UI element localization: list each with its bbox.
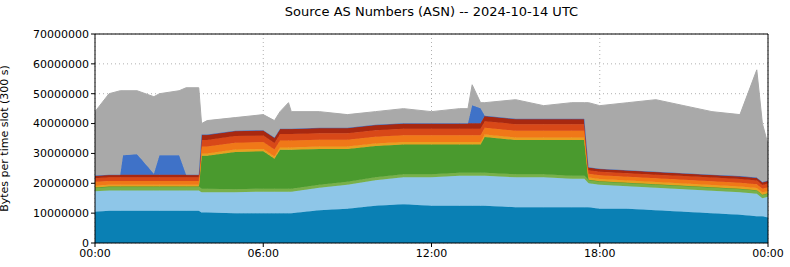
svg-text:0: 0 bbox=[82, 237, 89, 250]
svg-text:00:00: 00:00 bbox=[752, 247, 782, 260]
html-text:Source AS Numbers (ASN) -- 202: Source AS Numbers (ASN) -- 2024-10-14 UT… bbox=[284, 4, 579, 19]
svg-text:20000000: 20000000 bbox=[33, 177, 89, 190]
svg-text:40000000: 40000000 bbox=[33, 117, 89, 130]
svg-text:60000000: 60000000 bbox=[33, 58, 89, 71]
svg-text:06:00: 06:00 bbox=[247, 247, 279, 260]
svg-text:50000000: 50000000 bbox=[33, 88, 89, 101]
svg-text:70000000: 70000000 bbox=[33, 28, 89, 41]
svg-text:10000000: 10000000 bbox=[33, 207, 89, 220]
svg-text:12:00: 12:00 bbox=[416, 247, 448, 260]
svg-text:18:00: 18:00 bbox=[584, 247, 616, 260]
svg-text:Bytes per time slot (300 s): Bytes per time slot (300 s) bbox=[8, 65, 11, 212]
svg-text:00:00: 00:00 bbox=[79, 246, 111, 260]
svg-text:30000000: 30000000 bbox=[33, 147, 89, 160]
